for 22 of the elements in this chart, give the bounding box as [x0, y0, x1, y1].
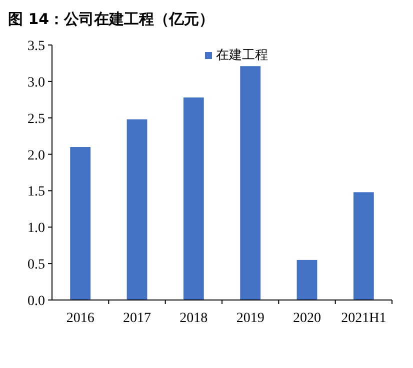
bar — [240, 66, 261, 300]
bar — [183, 97, 204, 300]
bar — [70, 147, 91, 300]
x-tick-label: 2016 — [66, 311, 94, 326]
y-tick-label: 2.0 — [28, 148, 45, 164]
chart-title: 图 14：公司在建工程（亿元） — [8, 10, 214, 28]
x-tick-label: 2021H1 — [341, 311, 386, 326]
x-tick-label: 2017 — [123, 311, 151, 326]
x-tick-label: 2018 — [180, 311, 208, 326]
y-tick-label: 0.0 — [28, 294, 45, 309]
bar — [353, 192, 374, 300]
legend-label: 在建工程 — [216, 48, 268, 63]
y-tick-label: 1.5 — [28, 184, 45, 200]
bar — [126, 119, 148, 300]
y-tick-label: 3.0 — [28, 75, 45, 90]
bar — [296, 260, 318, 300]
x-tick-label: 2020 — [293, 311, 321, 326]
y-tick-label: 3.5 — [28, 39, 45, 54]
y-tick-label: 1.0 — [28, 221, 45, 236]
y-tick-label: 2.5 — [28, 112, 45, 127]
y-tick-label: 0.5 — [28, 258, 45, 273]
x-tick-label: 2019 — [236, 311, 264, 326]
